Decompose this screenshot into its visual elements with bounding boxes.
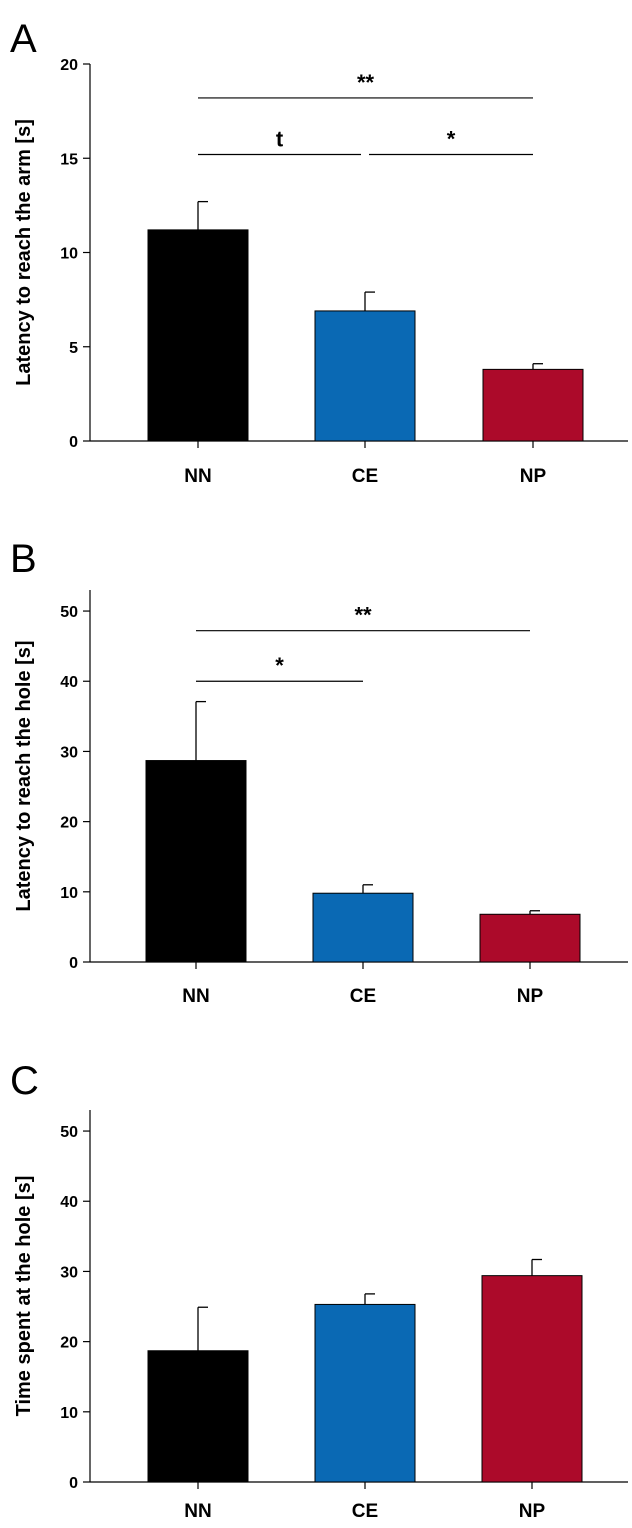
y-tick-label: 0 [69,955,78,972]
y-tick-label: 0 [69,434,78,451]
y-tick-label: 20 [60,1335,78,1352]
bar-np [481,1275,583,1483]
panel-letter: B [10,537,37,581]
x-tick-label-np: NP [520,466,547,487]
y-tick-label: 10 [60,1405,78,1422]
bar-nn [147,1350,249,1483]
y-tick-label: 15 [60,151,78,168]
x-tick-label-nn: NN [182,986,209,1007]
y-tick-label: 30 [60,744,78,761]
bar-np [479,913,581,963]
y-tick-label: 50 [60,1124,78,1141]
significance-label: * [447,126,456,151]
bar-np [482,368,584,442]
bar-nn [145,760,247,963]
x-tick-label-ce: CE [352,466,378,487]
significance-label: ** [357,70,375,95]
x-tick-label-ce: CE [350,986,376,1007]
chart-panel-a: A 0 5 10 15 20 Latency to reach the arm [s] NN C… [10,17,628,487]
chart-panel-b: B 0 10 20 30 40 50 Latency to reach the hole [s… [10,537,628,1007]
y-tick-label: 40 [60,674,78,691]
y-tick-label: 20 [60,57,78,74]
y-tick-label: 20 [60,815,78,832]
bar-ce [314,310,416,442]
x-tick-label-nn: NN [184,1501,211,1522]
x-tick-label-np: NP [517,986,544,1007]
significance-label: ** [354,603,372,628]
y-axis-label: Latency to reach the arm [s] [13,119,35,386]
bar-ce [312,892,414,963]
y-tick-label: 5 [69,340,78,357]
y-axis-label: Time spent at the hole [s] [13,1176,35,1417]
y-tick-label: 0 [69,1475,78,1492]
x-tick-label-np: NP [519,1501,546,1522]
y-tick-label: 30 [60,1264,78,1281]
y-tick-label: 40 [60,1194,78,1211]
x-tick-label-nn: NN [184,466,211,487]
y-axis-label: Latency to reach the hole [s] [13,640,35,911]
bar-nn [147,229,249,442]
y-tick-label: 10 [60,246,78,263]
panel-letter: A [10,17,37,61]
y-tick-label: 10 [60,885,78,902]
y-tick-label: 50 [60,604,78,621]
x-tick-label-ce: CE [352,1501,378,1522]
significance-label: t [276,126,284,151]
panel-letter: C [10,1059,39,1103]
significance-label: * [275,653,284,678]
chart-panel-c: C 0 10 20 30 40 50 Time spent at the hole [s] NN… [10,1059,628,1522]
bar-ce [314,1303,416,1483]
